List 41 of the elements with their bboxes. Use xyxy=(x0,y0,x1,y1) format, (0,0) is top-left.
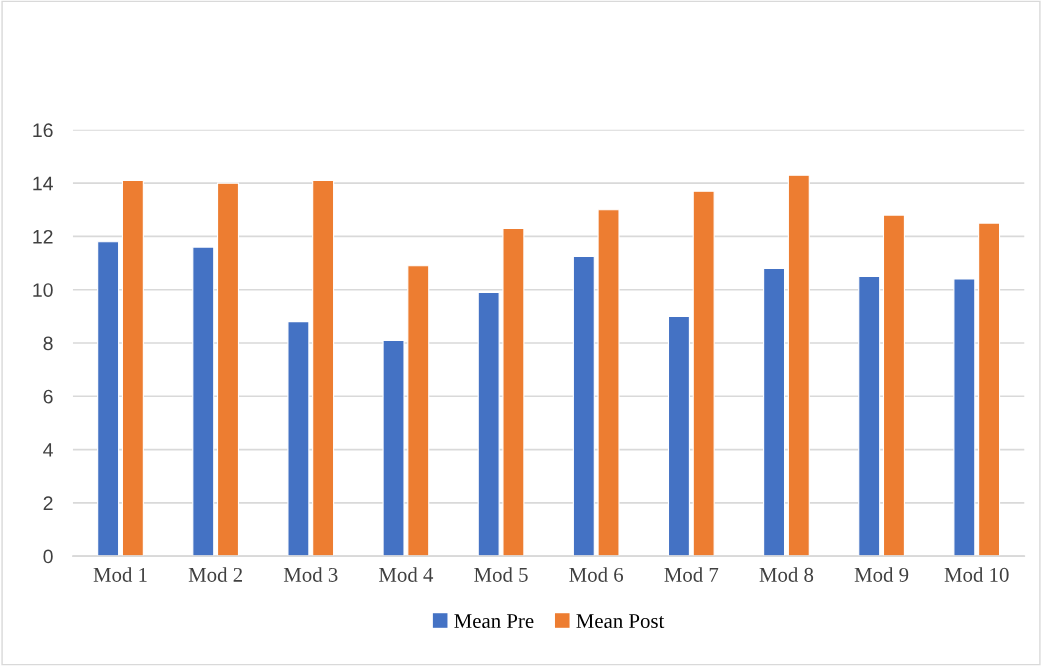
x-tick-label: Mod 2 xyxy=(188,567,242,582)
bar xyxy=(858,275,881,557)
bar xyxy=(216,182,240,557)
bar xyxy=(477,291,500,557)
x-tick-label: Mod 6 xyxy=(569,567,624,582)
bar xyxy=(97,241,120,557)
bar xyxy=(978,222,1001,557)
x-tick-label: Mod 5 xyxy=(474,567,528,582)
x-tick-label: Mod 8 xyxy=(759,567,814,582)
bar xyxy=(597,209,620,557)
bar xyxy=(121,179,144,557)
bar xyxy=(667,315,690,557)
bar xyxy=(763,267,786,557)
y-tick-label: 14 xyxy=(33,176,53,191)
bar xyxy=(882,214,905,557)
y-tick-label: 10 xyxy=(33,283,53,297)
bar xyxy=(953,278,976,557)
y-tick-label: 2 xyxy=(43,496,53,510)
legend-label: Mean Pre xyxy=(454,614,534,629)
bar xyxy=(787,174,810,557)
y-tick-label: 8 xyxy=(43,336,53,351)
y-tick-label: 0 xyxy=(43,549,53,564)
x-tick-label: Mod 7 xyxy=(664,567,719,582)
legend-label: Mean Post xyxy=(576,614,665,629)
bar xyxy=(287,321,310,557)
bar xyxy=(192,246,215,557)
x-tick-label: Mod 9 xyxy=(854,567,909,582)
y-tick-label: 12 xyxy=(33,229,53,244)
x-tick-label: Mod 1 xyxy=(93,567,147,582)
bar xyxy=(572,255,595,557)
y-tick-label: 4 xyxy=(43,443,53,457)
y-tick-label: 16 xyxy=(33,123,53,138)
x-tick-label: Mod 10 xyxy=(944,567,1009,582)
x-tick-label: Mod 4 xyxy=(379,567,434,582)
bar xyxy=(312,179,335,557)
bar xyxy=(407,265,430,557)
x-tick-label: Mod 3 xyxy=(283,567,338,582)
y-tick-label: 6 xyxy=(43,389,53,404)
bar xyxy=(382,339,405,557)
bar xyxy=(692,190,715,557)
bar xyxy=(502,227,525,557)
